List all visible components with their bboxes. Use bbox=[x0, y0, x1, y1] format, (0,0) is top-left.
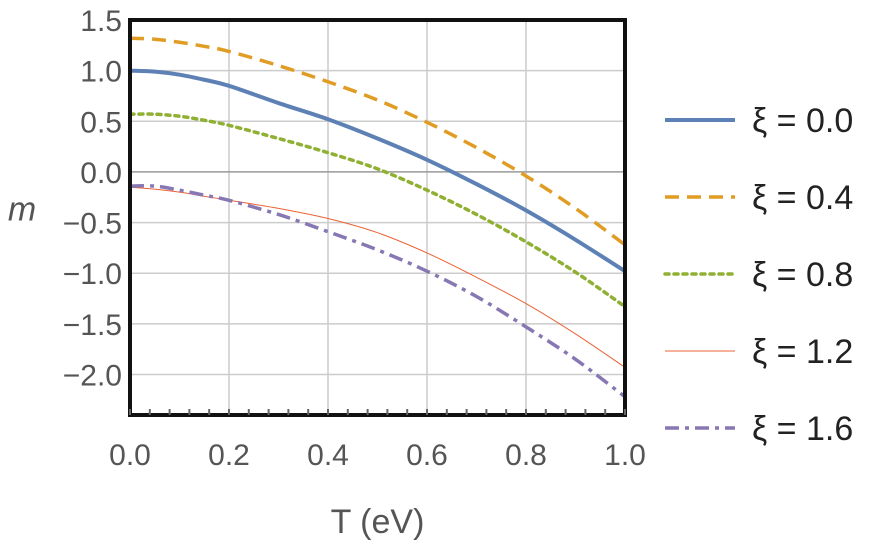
x-tick-label: 1.0 bbox=[604, 439, 646, 472]
y-tick-label: 0.5 bbox=[80, 106, 122, 139]
tick-labels: 0.0 0.2 0.4 0.6 0.8 1.0 1.5 1.0 0.5 0.0 −0.5 −1.0 −1… bbox=[63, 5, 646, 472]
series-line-3 bbox=[129, 186, 626, 368]
y-tick-label: −2.0 bbox=[63, 359, 122, 392]
series-lines bbox=[128, 36, 627, 399]
x-tick-label: 0.4 bbox=[307, 439, 349, 472]
x-tick-label: 0.2 bbox=[208, 439, 250, 472]
x-tick-label: 0.6 bbox=[406, 439, 448, 472]
y-tick-label: −0.5 bbox=[63, 208, 122, 241]
x-axis-label: T (eV) bbox=[331, 503, 425, 541]
y-tick-label: −1.5 bbox=[63, 309, 122, 342]
legend-label: ξ = 0.0 bbox=[752, 102, 853, 140]
y-tick-label: 0.0 bbox=[80, 157, 122, 190]
y-tick-label: 1.5 bbox=[80, 5, 122, 38]
y-axis-label: m bbox=[8, 190, 36, 228]
legend-label: ξ = 1.6 bbox=[752, 410, 853, 448]
series-line-0 bbox=[129, 68, 627, 273]
plot-frame bbox=[128, 18, 627, 417]
series-line-1 bbox=[129, 36, 627, 247]
legend-label: ξ = 1.2 bbox=[752, 333, 853, 371]
legend-label: ξ = 0.8 bbox=[752, 256, 853, 294]
y-tick-label: 1.0 bbox=[80, 56, 122, 89]
legend-label: ξ = 0.4 bbox=[752, 179, 853, 217]
x-tick-label: 0.0 bbox=[109, 439, 151, 472]
y-tick-label: −1.0 bbox=[63, 258, 122, 291]
legend: ξ = 0.0 ξ = 0.4 ξ = 0.8 ξ = 1.2 ξ = 1.6 bbox=[663, 102, 853, 448]
x-tick-label: 0.8 bbox=[505, 439, 547, 472]
series-line-4 bbox=[129, 184, 627, 399]
series-line-2 bbox=[128, 112, 627, 309]
